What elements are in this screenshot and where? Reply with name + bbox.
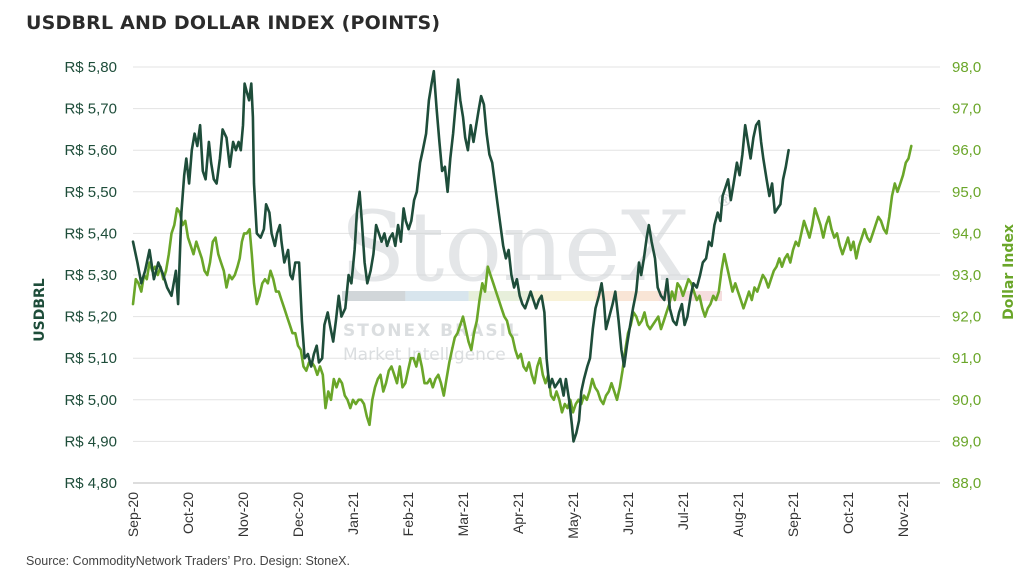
watermark-stripe-segment xyxy=(405,291,469,301)
right-tick-label: 93,0 xyxy=(952,267,981,284)
x-tick-label: Sep-20 xyxy=(125,492,141,537)
watermark-stripe-segment xyxy=(532,291,596,301)
x-tick-label: May-21 xyxy=(565,492,581,539)
x-tick-label: Nov-21 xyxy=(895,492,911,537)
right-tick-label: 89,0 xyxy=(952,433,981,450)
x-tick-label: Nov-20 xyxy=(235,492,251,537)
left-tick-label: R$ 5,50 xyxy=(64,184,117,201)
series-lines xyxy=(131,69,913,443)
right-tick-label: 96,0 xyxy=(952,142,981,159)
left-tick-label: R$ 5,40 xyxy=(64,225,117,242)
x-tick-label: Oct-21 xyxy=(840,492,856,534)
source-note: Source: CommodityNetwork Traders’ Pro. D… xyxy=(26,554,350,568)
left-tick-label: R$ 5,80 xyxy=(64,59,117,76)
left-tick-label: R$ 5,00 xyxy=(64,392,117,409)
right-tick-label: 91,0 xyxy=(952,350,981,367)
right-axis-ticks: 98,0 97,0 96,0 95,0 94,0 93,0 92,0 91,0 90,0 89,0… xyxy=(952,59,981,492)
watermark-line2: Market Intelligence xyxy=(343,345,506,365)
x-axis-ticks: Sep-20 Oct-20 Nov-20 Dec-20 Jan-21 Feb-21 Mar-… xyxy=(125,492,911,539)
left-tick-label: R$ 5,70 xyxy=(64,101,117,118)
right-tick-label: 95,0 xyxy=(952,184,981,201)
x-tick-label: Jan-21 xyxy=(345,492,361,535)
right-tick-label: 97,0 xyxy=(952,101,981,118)
x-tick-label: Feb-21 xyxy=(400,492,416,537)
stonex-watermark: StoneX ® STONEX BRASIL Market Intelligen… xyxy=(340,191,735,365)
right-tick-label: 88,0 xyxy=(952,475,981,492)
y-axis-right-label: Dollar Index xyxy=(1001,224,1017,320)
left-tick-label: R$ 5,30 xyxy=(64,267,117,284)
left-tick-label: R$ 4,90 xyxy=(64,433,117,450)
x-tick-label: Sep-21 xyxy=(785,492,801,537)
series-dollar-index-line xyxy=(131,144,913,427)
watermark-registered-mark: ® xyxy=(716,191,735,211)
chart-title: USDBRL AND DOLLAR INDEX (POINTS) xyxy=(26,12,441,34)
left-tick-label: R$ 5,10 xyxy=(64,350,117,367)
left-tick-label: R$ 5,20 xyxy=(64,309,117,326)
x-tick-label: Apr-21 xyxy=(510,492,526,534)
x-tick-label: Jun-21 xyxy=(620,492,636,535)
series-usdbrl-line xyxy=(131,69,790,443)
left-axis-ticks: R$ 5,80 R$ 5,70 R$ 5,60 R$ 5,50 R$ 5,40 R$ 5,… xyxy=(64,59,117,492)
x-tick-label: Dec-20 xyxy=(290,492,306,537)
right-tick-label: 98,0 xyxy=(952,59,981,76)
watermark-stripe-segment xyxy=(342,291,406,301)
x-tick-label: Jul-21 xyxy=(675,492,691,530)
right-tick-label: 90,0 xyxy=(952,392,981,409)
x-tick-label: Aug-21 xyxy=(730,492,746,537)
left-tick-label: R$ 5,60 xyxy=(64,142,117,159)
left-tick-label: R$ 4,80 xyxy=(64,475,117,492)
x-tick-label: Oct-20 xyxy=(180,492,196,534)
x-tick-label: Mar-21 xyxy=(455,492,471,537)
watermark-line1: STONEX BRASIL xyxy=(343,321,521,341)
right-tick-label: 92,0 xyxy=(952,309,981,326)
watermark-stripe-segment xyxy=(468,291,532,301)
watermark-stripe-segment xyxy=(595,291,659,301)
gridlines xyxy=(133,66,940,484)
right-tick-label: 94,0 xyxy=(952,225,981,242)
y-axis-left-label: USDBRL xyxy=(32,278,48,342)
